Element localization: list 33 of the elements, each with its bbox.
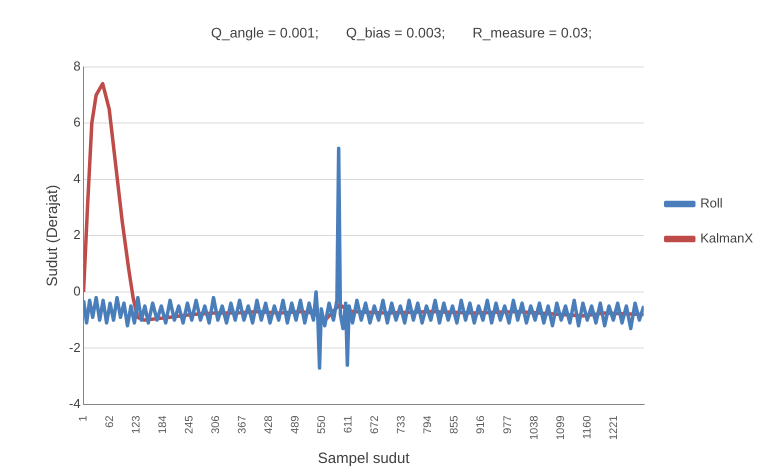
legend-label: KalmanX [700, 230, 754, 246]
y-axis-title: Sudut (Derajat) [44, 184, 62, 287]
x-tick-label: 672 [369, 416, 382, 434]
x-tick-label: 550 [316, 416, 328, 434]
x-tick-label: 184 [157, 416, 170, 434]
x-tick-label: 1160 [581, 416, 594, 440]
x-tick-label: 62 [104, 416, 116, 428]
x-tick-label: 1221 [608, 416, 620, 440]
x-tick-label: 916 [475, 416, 488, 434]
x-tick-label: 306 [210, 416, 222, 434]
x-tick-label: 977 [502, 416, 514, 434]
y-tick-label: 0 [73, 284, 81, 299]
x-tick-label: 489 [290, 416, 302, 434]
x-axis-title: Sampel sudut [318, 450, 410, 468]
legend-label: Roll [700, 196, 723, 211]
y-tick-label: 4 [73, 170, 81, 186]
x-tick-label: 855 [448, 416, 461, 434]
x-tick-label: 1099 [554, 416, 567, 440]
y-tick-label: -4 [68, 396, 81, 412]
x-tick-label: 794 [422, 416, 434, 434]
y-tick-label: 8 [73, 58, 81, 74]
x-tick-label: 123 [130, 416, 143, 434]
x-tick-label: 733 [396, 416, 408, 434]
x-tick-label: 245 [184, 416, 196, 434]
x-tick-label: 1 [78, 416, 90, 422]
y-tick-label: 2 [73, 227, 81, 242]
x-tick-label: 367 [236, 416, 249, 434]
chart-title: Q_angle = 0.001; Q_bias = 0.003; R_measure = 0.03; [211, 24, 592, 40]
x-tick-label: 1038 [528, 416, 540, 440]
x-tick-label: 611 [342, 416, 355, 434]
x-tick-label: 428 [263, 416, 276, 434]
y-tick-label: 6 [73, 114, 81, 130]
y-tick-label: -2 [68, 340, 81, 355]
